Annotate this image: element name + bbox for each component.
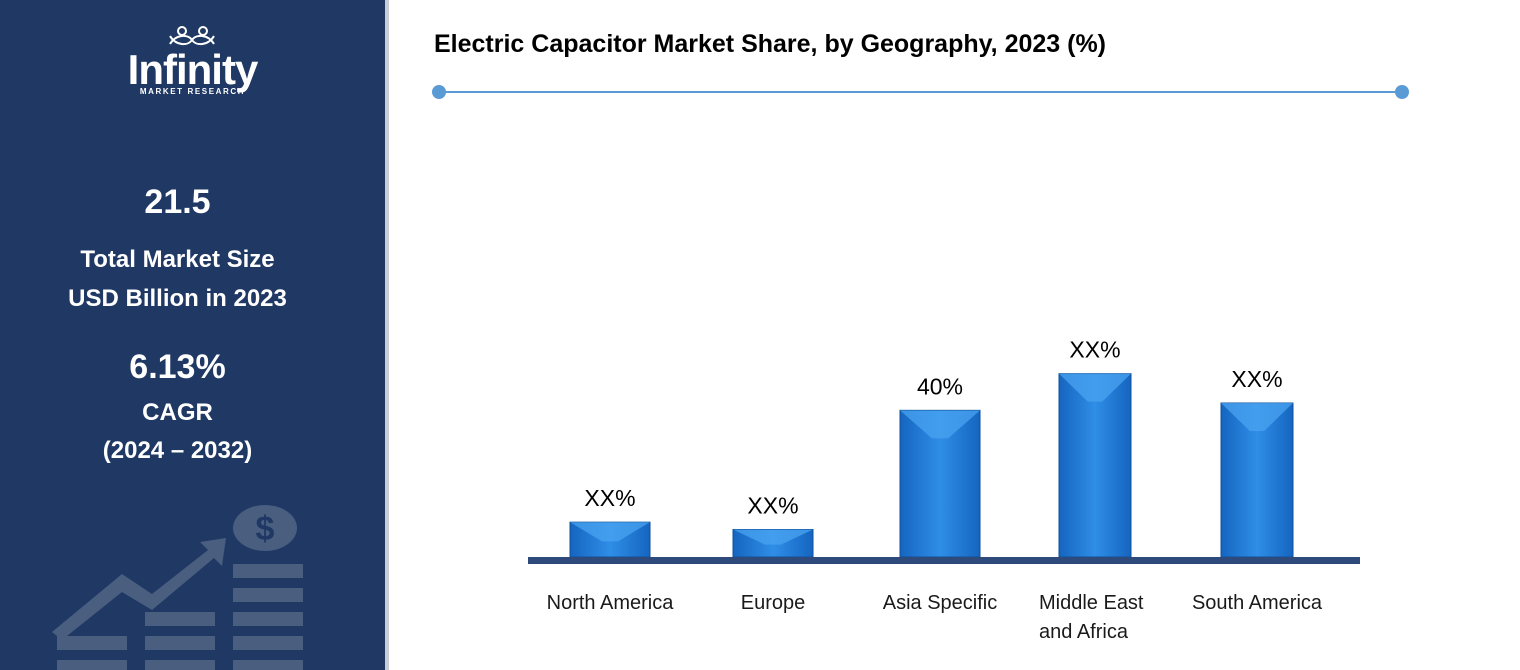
cagr-period: (2024 – 2032) (102, 437, 253, 464)
chart-title: Electric Capacitor Market Share, by Geog… (434, 30, 1107, 58)
logo-tagline: MARKET RESEARCH (139, 87, 246, 96)
sidebar: Infinity MARKET RESEARCH 21.5 Total Mark… (0, 0, 385, 670)
growth-arrow-icon (52, 538, 226, 640)
bar-5 (1220, 402, 1294, 558)
logo-figures-icon (169, 26, 215, 46)
coin-stack-icon (57, 564, 303, 670)
data-label-5: XX% (1231, 366, 1282, 392)
category-label-5: South America (1192, 592, 1323, 614)
data-label-4: XX% (1069, 337, 1120, 363)
bar-3 (899, 409, 981, 558)
category-label-1: North America (547, 592, 675, 614)
growth-illustration: $ (52, 505, 303, 670)
market-size-label: Total Market Size (80, 246, 275, 273)
category-label-4-line-1: Middle East (1039, 592, 1144, 614)
data-label-1: XX% (584, 485, 635, 511)
sidebar-divider (385, 0, 389, 670)
bar-chart: XX% North America XX% Europe 40% Asia Specifi… (528, 337, 1360, 643)
category-label-3: Asia Specific (883, 592, 998, 614)
market-size-unit: USD Billion in 2023 (68, 285, 287, 312)
logo: Infinity MARKET RESEARCH (0, 22, 385, 102)
svg-text:$: $ (256, 510, 275, 548)
chart-baseline (528, 557, 1360, 564)
dollar-coin-icon: $ (233, 505, 297, 551)
category-label-4-line-2: and Africa (1039, 621, 1129, 643)
title-divider (432, 85, 1409, 99)
data-label-3: 40% (917, 373, 963, 399)
logo-wordmark: Infinity (127, 46, 259, 93)
bar-4 (1058, 373, 1132, 558)
category-label-2: Europe (741, 592, 806, 614)
bar-1 (569, 521, 651, 558)
cagr-value: 6.13% (129, 348, 226, 386)
cagr-label: CAGR (142, 399, 213, 426)
bar-2 (732, 529, 814, 558)
data-label-2: XX% (747, 493, 798, 519)
market-size-value: 21.5 (144, 183, 211, 221)
